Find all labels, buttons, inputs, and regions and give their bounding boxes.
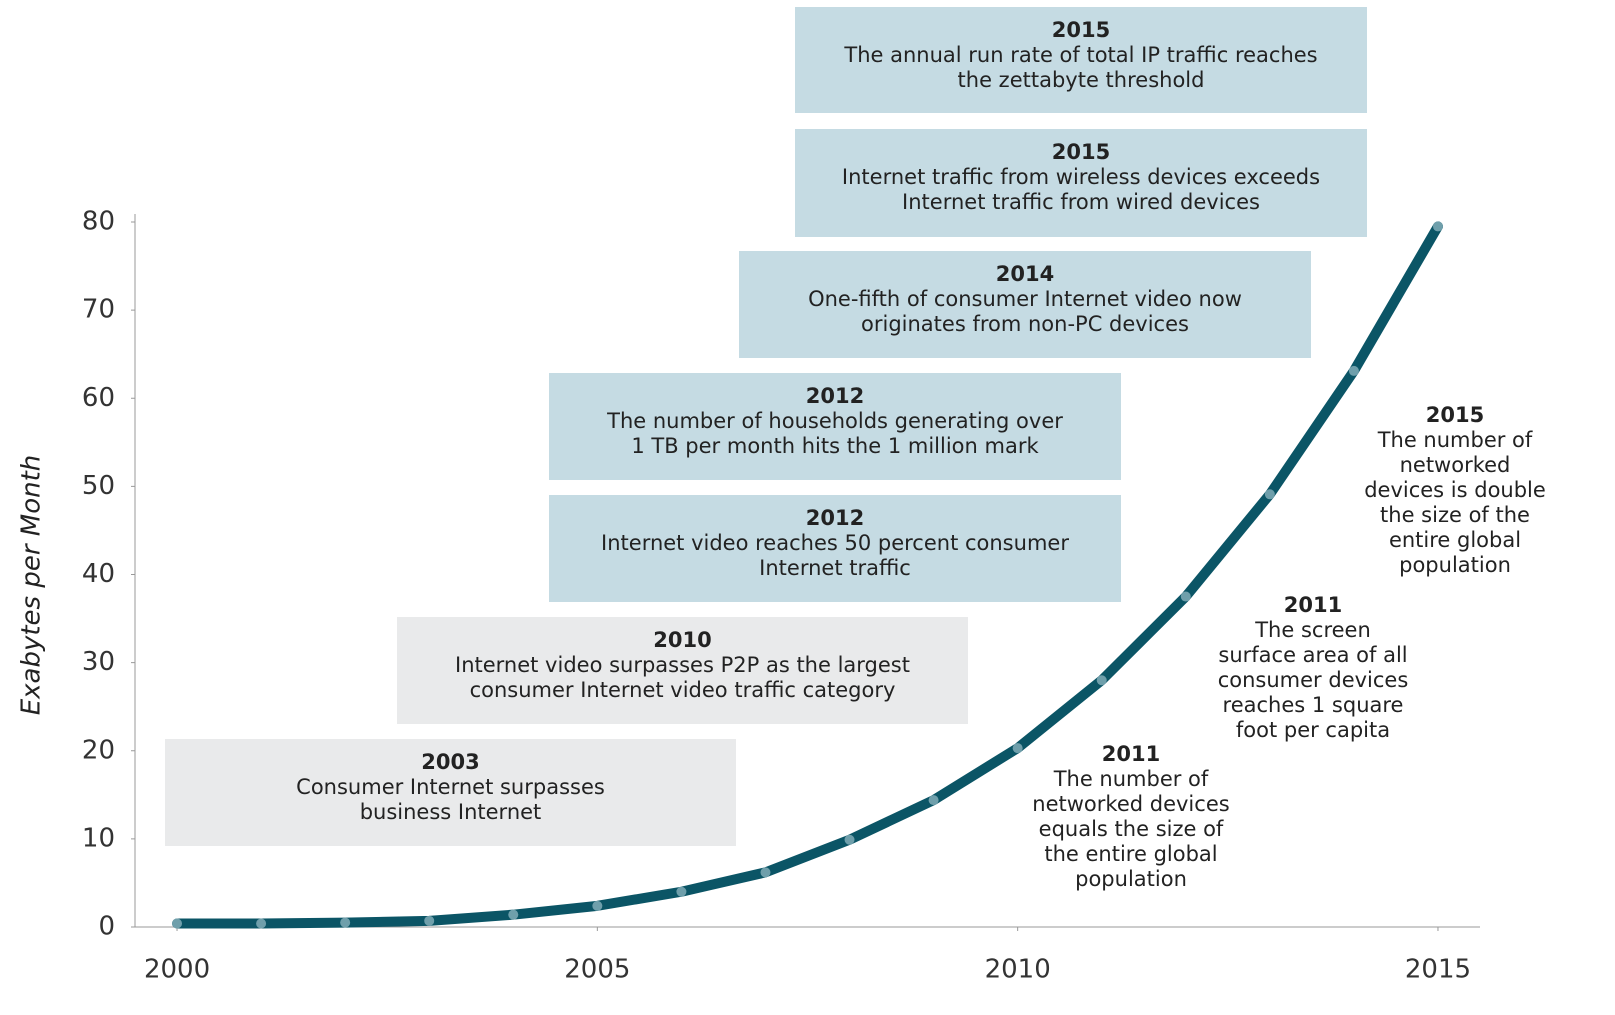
- y-tick-label: 30: [82, 647, 115, 677]
- y-tick-label: 80: [82, 207, 115, 237]
- annotation-year: 2014: [996, 262, 1054, 286]
- annotation-text: Internet traffic from wireless devices e…: [842, 165, 1320, 189]
- annotation-text: foot per capita: [1236, 718, 1390, 742]
- annotation-text: One-fifth of consumer Internet video now: [808, 287, 1242, 311]
- data-point: [1180, 591, 1191, 602]
- annotation-box: [795, 129, 1367, 237]
- annotation-text: the size of the: [1380, 503, 1530, 527]
- annotation-year: 2015: [1426, 403, 1484, 427]
- annotation-text: Internet traffic: [759, 556, 911, 580]
- x-tick-label: 2000: [144, 955, 210, 985]
- data-point: [1096, 675, 1107, 686]
- data-point: [844, 834, 855, 845]
- y-tick-label: 70: [82, 295, 115, 325]
- annotation-text: originates from non-PC devices: [861, 312, 1189, 336]
- annotation-text: The number of: [1377, 428, 1533, 452]
- data-point: [256, 918, 267, 929]
- annotation-text: 1 TB per month hits the 1 million mark: [631, 434, 1039, 458]
- annotation-box: [549, 495, 1121, 602]
- y-tick-label: 40: [82, 559, 115, 589]
- annotation-year: 2010: [653, 628, 711, 652]
- annotation-box: [165, 739, 736, 846]
- annotation-text: consumer Internet video traffic category: [470, 678, 896, 702]
- annotation-text: population: [1399, 553, 1511, 577]
- annotation-year: 2015: [1052, 140, 1110, 164]
- data-point: [424, 915, 435, 926]
- data-point: [928, 795, 939, 806]
- annotation-text: entire global: [1389, 528, 1521, 552]
- x-tick-label: 2015: [1405, 955, 1471, 985]
- y-axis-label: Exabytes per Month: [17, 455, 47, 716]
- y-tick-label: 10: [82, 823, 115, 853]
- annotation-text: Internet video reaches 50 percent consum…: [601, 531, 1069, 555]
- annotation-text: networked devices: [1032, 792, 1229, 816]
- y-tick-label: 60: [82, 383, 115, 413]
- data-point: [340, 917, 351, 928]
- annotation-text: Internet traffic from wired devices: [902, 190, 1260, 214]
- annotation-text: business Internet: [360, 800, 542, 824]
- x-tick-label: 2010: [985, 955, 1051, 985]
- annotation-text: consumer devices: [1218, 668, 1409, 692]
- annotation-text: The number of: [1053, 767, 1209, 791]
- annotation-text: devices is double: [1364, 478, 1546, 502]
- data-point: [1348, 365, 1359, 376]
- annotation-text: reaches 1 square: [1223, 693, 1404, 717]
- annotation-text: the entire global: [1044, 842, 1217, 866]
- annotation-text: The number of households generating over: [606, 409, 1063, 433]
- annotation-text: networked: [1400, 453, 1511, 477]
- data-point: [172, 918, 183, 929]
- annotation-text: equals the size of: [1039, 817, 1224, 841]
- x-tick-label: 2005: [564, 955, 630, 985]
- annotation-box: [795, 7, 1367, 113]
- annotation-text: population: [1075, 867, 1187, 891]
- annotation-year: 2011: [1102, 742, 1160, 766]
- y-tick-label: 50: [82, 471, 115, 501]
- annotation-year: 2012: [806, 506, 864, 530]
- annotation-year: 2011: [1284, 593, 1342, 617]
- annotation-box: [549, 373, 1121, 480]
- data-point: [508, 909, 519, 920]
- data-point: [1012, 743, 1023, 754]
- data-line: [172, 221, 1443, 929]
- annotation-year: 2015: [1052, 18, 1110, 42]
- data-point: [1264, 489, 1275, 500]
- annotation-box: [397, 617, 968, 724]
- data-point: [1432, 221, 1443, 232]
- annotation-text: Internet video surpasses P2P as the larg…: [455, 653, 910, 677]
- annotation-text: the zettabyte threshold: [958, 68, 1205, 92]
- annotation-text: The annual run rate of total IP traffic …: [843, 43, 1317, 67]
- annotation-box: [739, 251, 1311, 358]
- annotation-year: 2012: [806, 384, 864, 408]
- annotation-text: Consumer Internet surpasses: [296, 775, 605, 799]
- data-point: [760, 867, 771, 878]
- data-point: [592, 900, 603, 911]
- annotation-text: The screen: [1254, 618, 1371, 642]
- data-point: [676, 886, 687, 897]
- y-tick-label: 0: [98, 912, 115, 942]
- annotation-year: 2003: [421, 750, 479, 774]
- annotation-text: surface area of all: [1218, 643, 1407, 667]
- y-tick-label: 20: [82, 735, 115, 765]
